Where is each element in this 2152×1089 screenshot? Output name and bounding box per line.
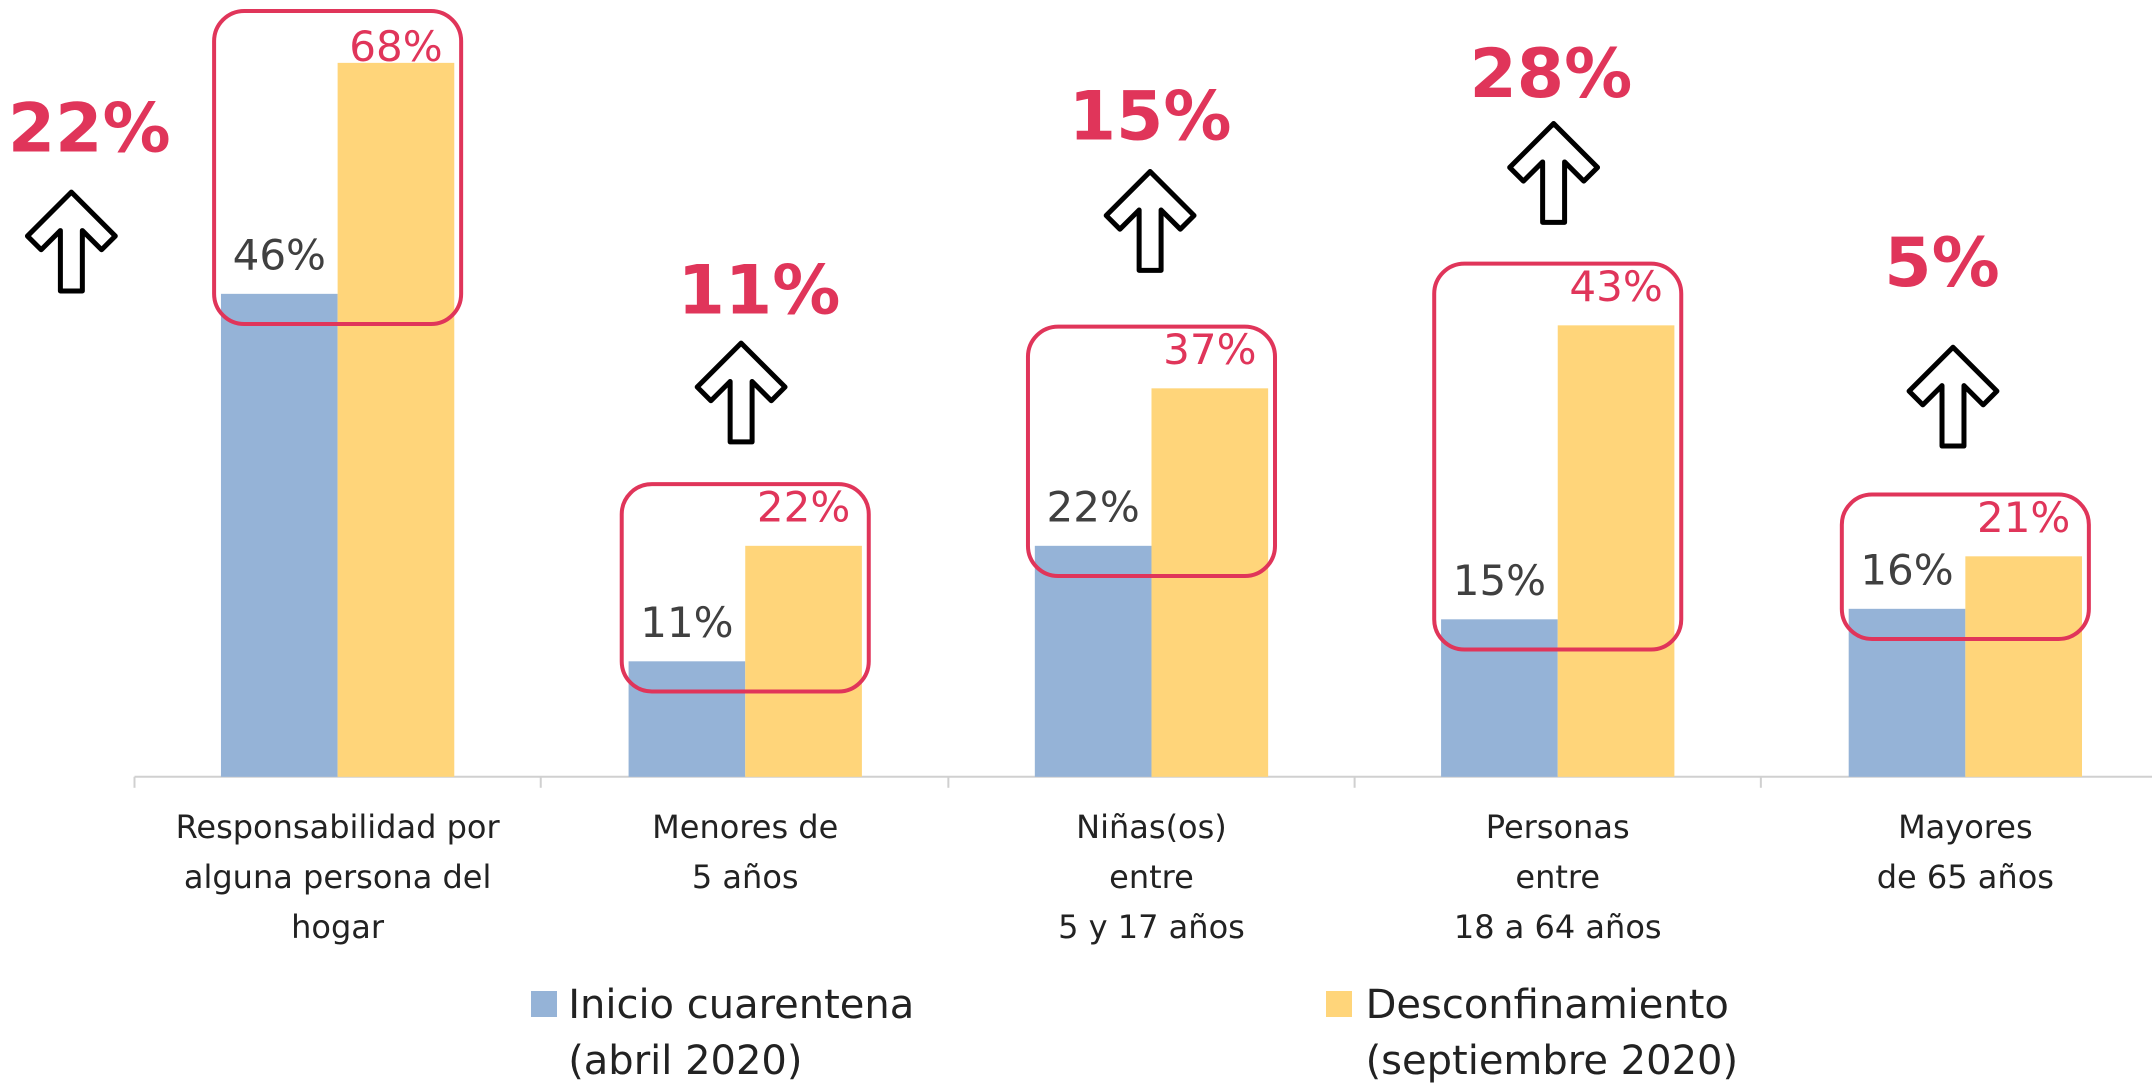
up-arrow (1103, 169, 1197, 273)
legend-label: Desconfinamiento (septiembre 2020) (1365, 982, 1739, 1085)
highlight-box (1839, 492, 2091, 642)
bar (628, 661, 746, 777)
value-label: 21% (1977, 493, 2070, 542)
bar (1965, 556, 2083, 777)
value-label: 46% (233, 231, 326, 280)
bar (1848, 608, 1966, 777)
bar (337, 62, 455, 777)
bar (1557, 325, 1675, 777)
change-label: 11% (678, 252, 841, 331)
legend-swatch (1325, 990, 1352, 1017)
value-label: 22% (757, 483, 850, 532)
up-arrow (694, 340, 788, 445)
up-arrow (1906, 344, 2000, 449)
value-label: 16% (1860, 546, 1953, 595)
change-label: 28% (1469, 35, 1632, 114)
value-label: 43% (1569, 262, 1662, 311)
bar (220, 293, 338, 777)
x-tick-label: Responsabilidad por alguna persona del h… (175, 807, 500, 946)
highlight-box (1432, 261, 1684, 652)
x-tick-label: Menores de 5 años (652, 807, 839, 896)
legend-swatch (531, 990, 558, 1017)
x-tick-label: Personas entre 18 a 64 años (1453, 807, 1662, 946)
up-arrow (24, 189, 118, 294)
x-tick-label: Mayores de 65 años (1876, 807, 2054, 896)
value-label: 22% (1046, 483, 1139, 532)
up-arrow (1507, 121, 1601, 225)
value-label: 11% (640, 598, 733, 647)
change-label: 22% (8, 90, 171, 169)
bar (1034, 545, 1152, 777)
value-label: 68% (349, 22, 442, 71)
legend-label: Inicio cuarentena (abril 2020) (568, 982, 915, 1085)
change-label: 5% (1884, 224, 1999, 303)
highlight-box (212, 8, 464, 327)
bar (745, 545, 862, 777)
value-label: 15% (1453, 556, 1546, 605)
highlight-box (619, 482, 871, 694)
bar (1151, 388, 1269, 777)
highlight-box (1025, 324, 1278, 579)
value-label: 37% (1163, 325, 1256, 374)
change-label: 15% (1069, 77, 1232, 156)
bar (1441, 619, 1558, 777)
x-tick-label: Niñas(os) entre 5 y 17 años (1058, 807, 1245, 946)
